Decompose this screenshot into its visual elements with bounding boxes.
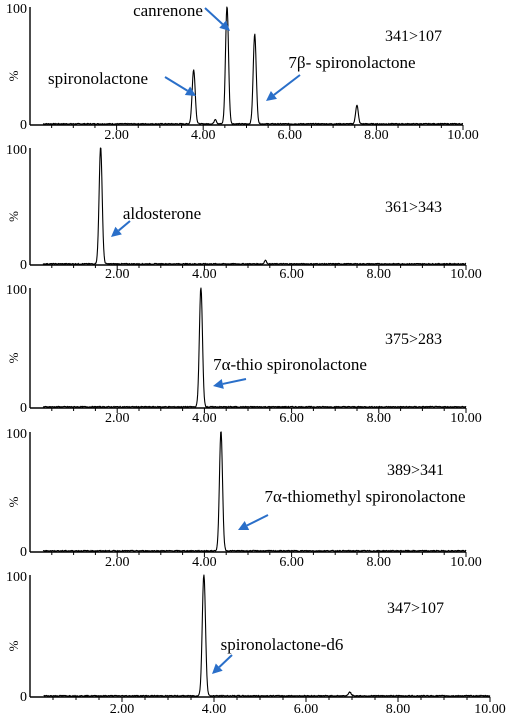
y-tick-label: 100 [6,143,27,158]
x-tick-label: 10.00 [450,555,482,570]
chromatogram-trace [43,574,491,697]
y-tick-label: 0 [20,690,27,705]
annotation-arrow-shaft [164,76,188,92]
peak-annotation: spironolactone [48,69,148,88]
x-tick-label: 6.00 [279,411,304,426]
chromatogram-trace [42,431,467,552]
peak-annotation: 7α-thio spironolactone [213,355,367,374]
y-tick-label: 0 [20,401,27,416]
annotation-arrow-shaft [222,378,247,385]
chromatogram-panel-5: 2.00 4.00 6.00 8.00 10.00 0 100% 347>107 spirono… [6,570,506,717]
y-axis-label: % [6,640,21,651]
y-tick-label: 100 [6,427,27,442]
y-axis-label: % [6,496,21,507]
chromatogram-panel-2: 2.00 4.00 6.00 8.00 10.00 0 100% 361>343 aldoste… [6,143,482,282]
annotation-arrow-head [184,86,196,96]
y-axis-label: % [6,211,21,222]
y-tick-label: 0 [20,118,27,133]
chromatogram-panel-4: 2.00 4.00 6.00 8.00 10.00 0 100% 389>341 7α-thio… [6,427,482,570]
chromatogram-panel-1: 2.00 4.00 6.00 8.00 10.00 0 100% 341>107 canreno… [6,1,479,143]
x-tick-label: 2.00 [110,702,135,717]
annotation-arrow-shaft [246,514,269,527]
x-tick-label: 4.00 [191,128,216,143]
x-tick-label: 10.00 [450,411,482,426]
peak-annotation: aldosterone [123,204,201,223]
chromatogram-panel-3: 2.00 4.00 6.00 8.00 10.00 0 100% 375>283 7α-thio… [6,283,482,426]
x-tick-label: 10.00 [450,267,482,282]
x-tick-label: 2.00 [105,411,130,426]
y-tick-label: 100 [6,570,27,585]
peak-annotation: 7β- spironolactone [288,53,415,72]
x-tick-label: 6.00 [294,702,319,717]
x-tick-label: 8.00 [386,702,411,717]
annotation-arrow-head [212,663,223,674]
transition-label: 347>107 [387,600,444,617]
x-tick-label: 4.00 [192,267,217,282]
y-tick-label: 0 [20,258,27,273]
x-tick-label: 8.00 [364,128,389,143]
annotation-arrow-shaft [273,74,301,96]
chromatogram-trace [42,287,467,408]
x-tick-label: 10.00 [474,702,506,717]
chromatogram-trace [42,147,467,265]
x-tick-label: 2.00 [105,555,130,570]
x-tick-label: 6.00 [279,267,304,282]
peak-annotation: canrenone [133,1,203,20]
annotation-arrow-head [238,521,250,530]
transition-label: 375>283 [385,331,442,348]
peak-annotation: 7α-thiomethyl spironolactone [264,487,465,506]
annotation-arrow-shaft [118,220,131,232]
annotation-arrow-shaft [204,7,224,25]
annotation-arrow-head [219,20,230,31]
x-tick-label: 6.00 [279,555,304,570]
y-axis-label: % [6,70,21,81]
x-tick-label: 4.00 [202,702,227,717]
x-tick-label: 8.00 [367,267,392,282]
annotation-arrow-head [111,226,122,237]
annotation-arrow-head [266,90,277,101]
peak-annotation: spironolactone-d6 [221,635,344,654]
y-tick-label: 100 [6,283,27,298]
x-tick-label: 10.00 [447,128,479,143]
annotation-arrow-head [213,379,224,389]
y-tick-label: 100 [6,2,27,17]
y-tick-label: 0 [20,545,27,560]
x-tick-label: 4.00 [192,411,217,426]
x-tick-label: 4.00 [192,555,217,570]
transition-label: 341>107 [385,28,442,45]
y-axis-label: % [6,352,21,363]
transition-label: 361>343 [385,199,442,216]
transition-label: 389>341 [387,462,444,479]
chromatogram-trace [42,6,464,125]
x-tick-label: 6.00 [278,128,303,143]
annotation-arrow-shaft [218,654,233,668]
x-tick-label: 2.00 [104,128,129,143]
x-tick-label: 2.00 [105,267,130,282]
x-tick-label: 8.00 [367,411,392,426]
x-tick-label: 8.00 [367,555,392,570]
